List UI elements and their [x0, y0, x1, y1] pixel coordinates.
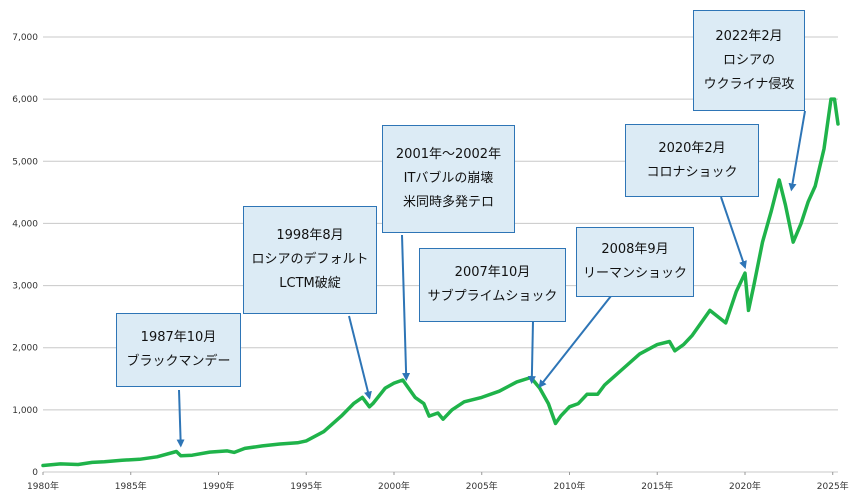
annotation-text: ITバブルの崩壊	[403, 171, 494, 186]
x-tick-label: 2010年	[554, 480, 586, 492]
x-tick-label: 1990年	[203, 480, 235, 492]
annotation-box: 1987年10月 ブラックマンデー	[116, 313, 241, 387]
annotation-text: ブラックマンデー	[126, 354, 231, 369]
annotation-box: 2008年9月リーマンショック	[576, 227, 694, 297]
y-tick-label: 4,000	[12, 219, 38, 229]
annotation-text: コロナショック	[646, 164, 738, 180]
annotation-arrow	[176, 389, 185, 448]
annotation-box: 2022年2月 ロシアのウクライナ侵攻	[693, 10, 805, 111]
annotation-text: LCTM破綻	[279, 276, 341, 291]
x-tick-label: 1985年	[115, 480, 147, 492]
annotation-arrows	[176, 110, 806, 448]
y-tick-label: 1,000	[12, 406, 38, 416]
annotation-text: 米同時多発テロ	[402, 195, 494, 210]
y-tick-label: 7,000	[12, 33, 38, 43]
annotation-box: 2001年～2002年 ITバブルの崩壊 米同時多発テロ	[382, 125, 515, 233]
annotation-text: 2001年～2002年	[395, 147, 502, 162]
x-tick-label: 2025年	[817, 480, 849, 492]
annotation-box: 2007年10月サブプライムショック	[419, 248, 566, 322]
annotation-arrow	[720, 196, 747, 270]
x-tick-label: 2020年	[729, 480, 761, 492]
annotation-arrow	[527, 320, 536, 385]
annotation-text: ロシアの	[722, 52, 775, 68]
y-tick-label: 3,000	[12, 282, 38, 292]
annotation-text: ロシアのデフォルト	[251, 252, 369, 267]
annotation-text: 2008年9月	[601, 242, 669, 257]
series-line	[41, 97, 840, 468]
annotation-box: 2020年2月 コロナショック	[625, 124, 759, 197]
y-tick-label: 6,000	[12, 95, 38, 105]
y-tick-label: 2,000	[12, 344, 38, 354]
x-tick-label: 2015年	[641, 480, 673, 492]
annotation-text: 2022年2月	[715, 28, 783, 44]
annotation-text: リーマンショック	[582, 266, 687, 281]
y-tick-label: 0	[32, 468, 38, 478]
annotation-arrow	[401, 234, 411, 381]
annotation-box: 1998年8月ロシアのデフォルト LCTM破綻	[243, 206, 377, 314]
x-tick-label: 2005年	[466, 480, 498, 492]
annotation-arrow	[788, 110, 806, 192]
x-tick-label: 1980年	[27, 480, 59, 492]
annotation-text: 2020年2月	[658, 140, 726, 156]
annotation-text: 1987年10月	[140, 330, 217, 345]
annotation-text: 2007年10月	[454, 265, 531, 280]
series-layer	[41, 97, 840, 468]
annotation-arrow	[538, 295, 612, 389]
annotation-text: サブプライムショック	[427, 289, 558, 304]
annotation-text: 1998年8月	[276, 228, 344, 243]
x-tick-label: 2000年	[378, 480, 410, 492]
annotation-text: ウクライナ侵攻	[703, 76, 795, 92]
y-tick-label: 5,000	[12, 157, 38, 167]
y-axis: 0 1,000 2,000 3,000 4,000 5,000 6,000 7,000	[12, 33, 38, 478]
annotation-arrow	[348, 315, 372, 400]
x-axis: 1980年 1985年 1990年 1995年 2000年 2005年 2010年 2015年…	[27, 472, 849, 492]
x-tick-label: 1995年	[290, 480, 322, 492]
